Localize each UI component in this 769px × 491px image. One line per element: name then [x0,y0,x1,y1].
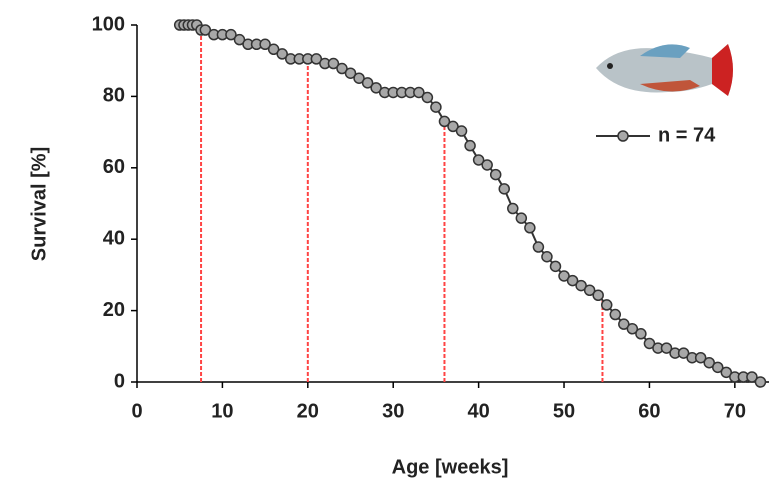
data-point [344,67,357,79]
fish-icon [596,44,733,96]
legend-marker [617,130,629,142]
data-point [353,72,365,84]
x-tick-label: 10 [211,400,233,422]
data-point [712,361,724,374]
data-point [746,371,758,383]
data-point [558,270,570,282]
data-point [583,284,596,297]
x-tick-label: 30 [382,400,404,422]
data-point [361,77,374,89]
data-point [481,159,493,171]
data-point [524,222,536,234]
data-point [643,337,656,350]
data-point [609,308,622,321]
data-point [336,62,348,75]
y-tick-label: 0 [114,370,125,392]
data-point [370,82,382,94]
y-axis-label: Survival [%] [28,147,50,261]
data-point [233,33,246,46]
data-point [549,260,562,273]
x-tick-label: 0 [131,400,142,422]
data-point [447,120,459,133]
data-point [413,86,425,99]
data-point [421,91,434,104]
data-point [199,24,212,36]
x-tick-label: 60 [638,400,660,422]
x-tick-label: 70 [724,400,746,422]
data-point [507,202,519,215]
x-tick-label: 40 [467,400,489,422]
data-point [626,323,639,335]
data-point [327,57,340,70]
data-point [438,115,451,128]
data-point [592,289,604,301]
y-tick-label: 20 [103,299,125,321]
data-point [430,101,442,113]
data-point [532,241,545,253]
y-tick-label: 80 [103,85,125,107]
y-tick-label: 40 [103,227,125,249]
data-point [566,274,579,287]
data-point [464,139,476,152]
x-axis-label: Age [weeks] [392,456,509,478]
y-tick-label: 100 [92,13,125,35]
data-point [498,183,510,195]
data-point [660,342,673,354]
data-point [276,48,288,60]
data-point [489,168,502,181]
data-point [600,299,613,311]
legend-label: n = 74 [658,124,716,146]
data-point [515,212,528,224]
data-point [225,28,237,41]
data-point [703,356,715,369]
data-point [259,38,271,51]
data-point [310,53,323,65]
data-point [455,125,468,137]
data-point [618,318,630,330]
data-point [472,154,485,166]
data-point [267,43,280,56]
data-point [635,328,647,340]
x-tick-label: 50 [553,400,575,422]
data-point [575,279,587,292]
data-point [720,366,733,379]
data-point [541,250,553,263]
x-tick-label: 20 [297,400,319,422]
data-point [677,347,690,359]
data-point [754,376,767,388]
y-tick-label: 60 [103,156,125,178]
data-point [694,351,707,364]
